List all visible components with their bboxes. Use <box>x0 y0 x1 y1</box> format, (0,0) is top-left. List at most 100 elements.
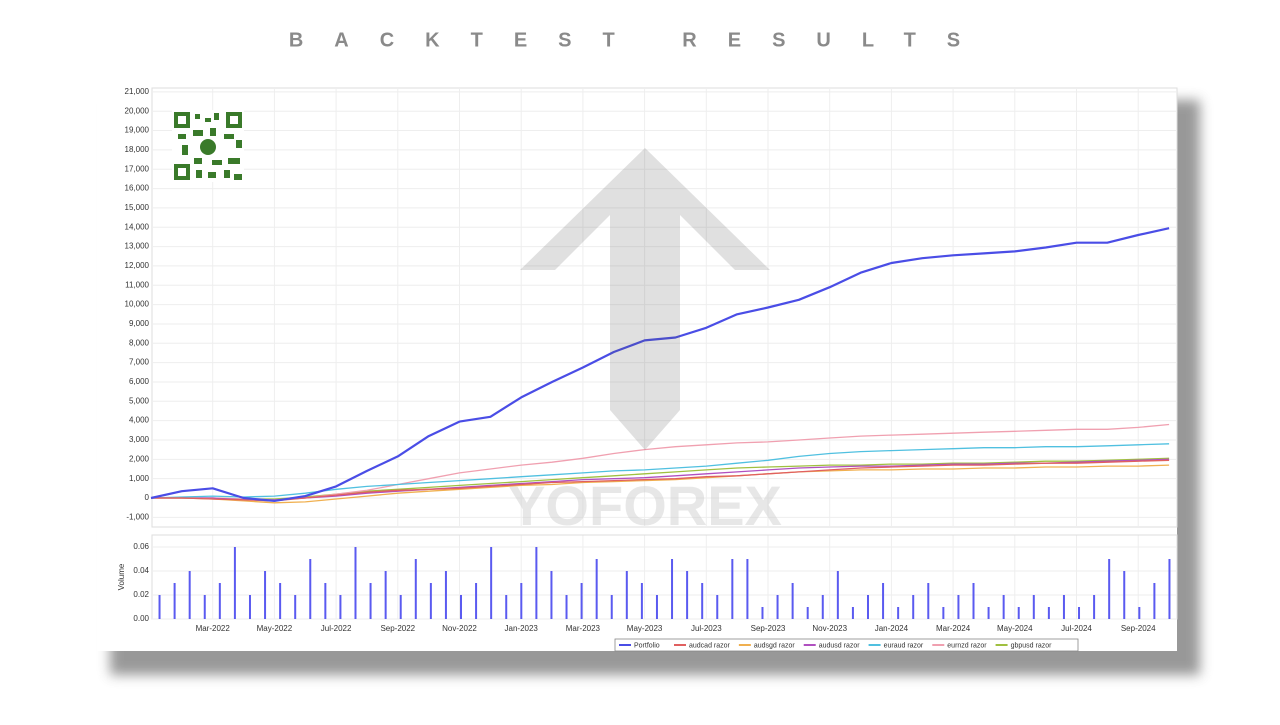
volume-bar <box>324 583 327 619</box>
legend: Portfolio audcad razor audsgd razor audusd … <box>614 638 1079 652</box>
volume-bar <box>369 583 372 619</box>
volume-bar <box>339 595 342 619</box>
volume-bar <box>218 583 221 619</box>
volume-bar <box>248 595 251 619</box>
volume-bar <box>836 571 839 619</box>
volume-bar <box>640 583 643 619</box>
volume-bar <box>565 595 568 619</box>
volume-bar <box>173 583 176 619</box>
volume-bar <box>158 595 161 619</box>
x-tick-label: Jul-2024 <box>1061 624 1092 633</box>
x-tick-label: Nov-2022 <box>442 624 477 633</box>
volume-bar <box>264 571 267 619</box>
volume-bar <box>414 559 417 619</box>
volume-bar <box>866 595 869 619</box>
legend-label: euraud razor <box>884 642 924 649</box>
y-tick-label: 8,000 <box>129 338 150 347</box>
volume-bar <box>294 595 297 619</box>
y-tick-label: 19,000 <box>125 126 150 135</box>
volume-bar <box>746 559 749 619</box>
y-tick-label: 4,000 <box>129 416 150 425</box>
page-title: BACKTEST RESULTS <box>289 29 991 51</box>
volume-bar <box>1032 595 1035 619</box>
volume-bar <box>1062 595 1065 619</box>
volume-bar <box>1123 571 1126 619</box>
y-tick-label: 18,000 <box>125 145 150 154</box>
y-tick-label: 20,000 <box>125 106 150 115</box>
series-line <box>151 459 1170 502</box>
legend-label: audsgd razor <box>754 642 796 649</box>
y-tick-label: 0.02 <box>133 590 149 599</box>
y-tick-label: 10,000 <box>125 300 150 309</box>
y-tick-label: 6,000 <box>129 377 150 386</box>
y-tick-label: 3,000 <box>129 435 150 444</box>
volume-bar <box>233 547 236 619</box>
volume-bar <box>716 595 719 619</box>
volume-bar <box>354 547 357 619</box>
legend-label: Portfolio <box>634 642 660 649</box>
legend-box <box>614 638 1079 652</box>
volume-bar <box>610 595 613 619</box>
x-tick-label: Sep-2023 <box>751 624 786 633</box>
volume-bar <box>882 583 885 619</box>
volume-bar <box>912 595 915 619</box>
legend-label: eurnzd razor <box>947 642 987 649</box>
plot-area <box>151 87 1178 528</box>
y-tick-label: 13,000 <box>125 242 150 251</box>
y-tick-label: 5,000 <box>129 396 150 405</box>
volume-bar <box>444 571 447 619</box>
legend-label: audcad razor <box>689 642 731 649</box>
volume-bar <box>806 607 809 619</box>
volume-bar <box>595 559 598 619</box>
volume-bar <box>1093 595 1096 619</box>
volume-bar <box>655 595 658 619</box>
legend-label: audusd razor <box>819 642 861 649</box>
volume-bar <box>851 607 854 619</box>
y-tick-label: -1,000 <box>126 512 149 521</box>
volume-bar <box>1138 607 1141 619</box>
x-tick-label: May-2023 <box>627 624 663 633</box>
x-tick-label: May-2024 <box>997 624 1033 633</box>
x-tick-label: Jul-2022 <box>321 624 352 633</box>
series-line <box>150 227 1170 502</box>
volume-bar <box>505 595 508 619</box>
y-tick-label: 9,000 <box>129 319 150 328</box>
volume-bar <box>520 583 523 619</box>
x-tick-label: Sep-2024 <box>1121 624 1156 633</box>
y-tick-label: 11,000 <box>125 280 149 289</box>
volume-bar <box>309 559 312 619</box>
volume-bar <box>399 595 402 619</box>
volume-bar <box>942 607 945 619</box>
x-tick-label: Mar-2023 <box>566 624 601 633</box>
volume-bar <box>429 583 432 619</box>
x-tick-label: Mar-2024 <box>936 624 971 633</box>
volume-bar <box>1078 607 1081 619</box>
y-tick-label: 21,000 <box>125 87 150 96</box>
x-tick-label: Jan-2024 <box>875 624 909 633</box>
volume-bar <box>1168 559 1171 619</box>
y-axis-label: Volume <box>117 563 126 590</box>
volume-bar <box>1047 607 1050 619</box>
y-tick-label: 1,000 <box>129 474 150 483</box>
volume-bar <box>1002 595 1005 619</box>
volume-bar <box>203 595 206 619</box>
volume-bar <box>957 595 960 619</box>
volume-bar <box>972 583 975 619</box>
x-tick-label: Mar-2022 <box>196 624 231 633</box>
watermark-text: YOFOREX <box>508 474 782 537</box>
y-tick-label: 7,000 <box>129 358 150 367</box>
volume-bar <box>776 595 779 619</box>
y-tick-label: 0 <box>145 493 150 502</box>
volume-bar <box>490 547 493 619</box>
volume-bar <box>671 559 674 619</box>
y-tick-label: 15,000 <box>125 203 150 212</box>
volume-bar <box>535 547 538 619</box>
y-tick-label: 2,000 <box>129 454 150 463</box>
volume-bar <box>987 607 990 619</box>
legend-label: gbpusd razor <box>1011 642 1053 649</box>
volume-bar <box>1108 559 1111 619</box>
watermark-logo <box>520 148 770 450</box>
volume-bar <box>475 583 478 619</box>
qr-code <box>172 110 244 182</box>
